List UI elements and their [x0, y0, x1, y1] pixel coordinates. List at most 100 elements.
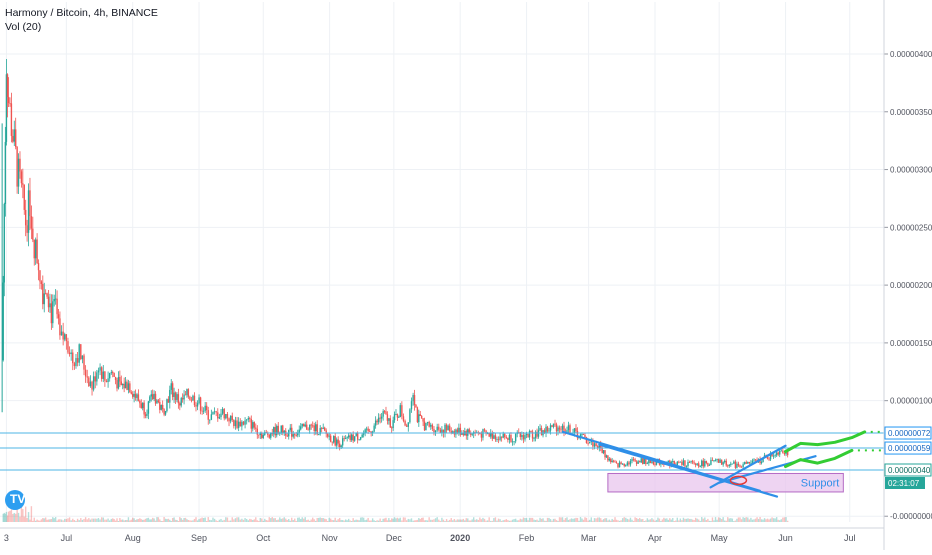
- candle-body: [358, 439, 360, 441]
- volume-bar: [382, 518, 384, 522]
- candle-body: [364, 429, 366, 434]
- candle-body: [50, 303, 53, 324]
- x-tick-label: Jul: [844, 533, 856, 543]
- volume-bar: [99, 519, 101, 522]
- volume-bar: [578, 520, 580, 522]
- candle-body: [328, 435, 330, 437]
- candle-body: [731, 463, 734, 465]
- volume-bar: [739, 517, 741, 522]
- volume-bar: [181, 519, 184, 522]
- candle-body: [187, 389, 190, 397]
- candle-body: [722, 462, 724, 465]
- volume-bar: [490, 520, 492, 522]
- volume-bar: [43, 518, 45, 522]
- volume-bar: [91, 518, 93, 522]
- candle-body: [160, 404, 162, 410]
- candle-body: [274, 427, 276, 436]
- candle-body: [167, 399, 170, 403]
- candle-body: [316, 424, 318, 435]
- volume-bar: [505, 519, 508, 522]
- candle-body: [704, 461, 706, 467]
- volume-bar: [502, 520, 504, 522]
- volume-bar: [279, 517, 281, 522]
- volume-bar: [119, 517, 121, 522]
- candle-body: [707, 462, 709, 466]
- volume-bar: [493, 518, 495, 522]
- volume-bar: [557, 520, 559, 522]
- candle-body: [344, 438, 347, 439]
- candle-body: [640, 458, 642, 463]
- volume-bar: [620, 520, 622, 522]
- volume-bar: [681, 520, 683, 522]
- volume-bar: [236, 517, 238, 522]
- candle-body: [499, 436, 501, 440]
- volume-bar: [316, 517, 318, 522]
- volume-bar: [573, 518, 576, 522]
- candle-body: [268, 434, 270, 438]
- volume-bar: [601, 520, 603, 522]
- projection-path: [784, 430, 867, 453]
- candle-body: [312, 425, 314, 427]
- candle-body: [452, 431, 454, 433]
- candle-body: [638, 461, 641, 463]
- volume-bar: [96, 518, 98, 522]
- candle-body: [104, 371, 106, 381]
- volume-bar: [186, 519, 188, 522]
- volume-bar: [321, 518, 323, 522]
- volume-bar: [353, 520, 356, 522]
- candle-body: [234, 420, 237, 427]
- volume-bar: [737, 517, 740, 522]
- volume-bar: [289, 520, 291, 522]
- volume-bar: [42, 518, 44, 522]
- volume-bar: [39, 520, 41, 522]
- candle-body: [5, 74, 8, 142]
- x-tick-label: Jul: [61, 533, 73, 543]
- volume-bar: [459, 519, 462, 522]
- volume-bar: [56, 520, 58, 522]
- candle-body: [382, 411, 384, 417]
- candle-body: [504, 433, 506, 438]
- volume-bar: [365, 519, 368, 522]
- candle-body: [687, 462, 689, 467]
- candle-body: [373, 425, 375, 432]
- volume-bar: [261, 518, 263, 522]
- candle-body: [13, 129, 15, 142]
- volume-bar: [273, 518, 275, 522]
- candle-body: [356, 433, 359, 440]
- volume-bar: [763, 518, 766, 522]
- candle-body: [404, 420, 406, 426]
- volume-bar: [151, 517, 154, 522]
- volume-bar: [249, 518, 251, 522]
- candle-body: [289, 427, 291, 431]
- volume-bar: [30, 506, 33, 522]
- candle-body: [748, 461, 751, 464]
- volume-bar: [533, 519, 535, 522]
- candle-body: [701, 460, 703, 467]
- candle-body: [174, 392, 177, 400]
- volume-bar: [747, 517, 749, 522]
- candle-body: [100, 367, 103, 379]
- volume-bar: [352, 518, 354, 522]
- volume-bar: [588, 519, 591, 522]
- candle-body: [455, 429, 457, 435]
- candle-body: [447, 425, 449, 431]
- volume-bar: [344, 519, 347, 522]
- candle-body: [192, 395, 194, 401]
- candle-body: [245, 419, 248, 421]
- volume-bar: [88, 518, 90, 522]
- candle-body: [68, 352, 71, 355]
- volume-bar: [274, 518, 276, 522]
- tradingview-logo-icon[interactable]: TV: [5, 490, 25, 510]
- volume-bar: [560, 517, 562, 522]
- candle-body: [70, 352, 72, 355]
- candle-body: [566, 430, 568, 433]
- candle-body: [725, 460, 727, 466]
- price-label-box: [884, 426, 932, 440]
- candle-body: [434, 430, 437, 433]
- candle-body: [573, 428, 576, 433]
- y-tick-label: 0.00000200: [890, 281, 932, 290]
- candle-body: [108, 373, 111, 379]
- candle-body: [117, 377, 120, 389]
